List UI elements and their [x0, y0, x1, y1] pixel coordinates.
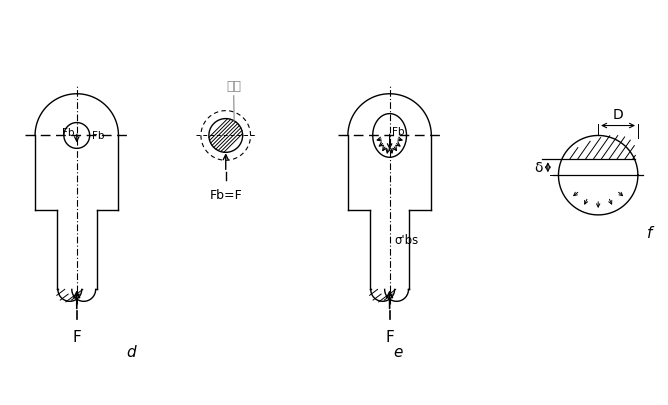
Text: F: F	[385, 329, 394, 344]
Text: e: e	[393, 344, 402, 359]
Text: D: D	[613, 107, 623, 121]
Text: f: f	[647, 225, 653, 240]
Text: d: d	[126, 344, 136, 359]
Text: Fb: Fb	[92, 131, 104, 141]
Text: Fb: Fb	[391, 127, 404, 137]
Text: Fb=F: Fb=F	[209, 189, 242, 202]
Text: δ: δ	[534, 161, 543, 175]
Text: Fb: Fb	[62, 128, 75, 138]
Text: 销钉: 销钉	[226, 80, 241, 93]
Text: σ'bs: σ'bs	[395, 234, 419, 247]
Text: F: F	[72, 329, 81, 344]
